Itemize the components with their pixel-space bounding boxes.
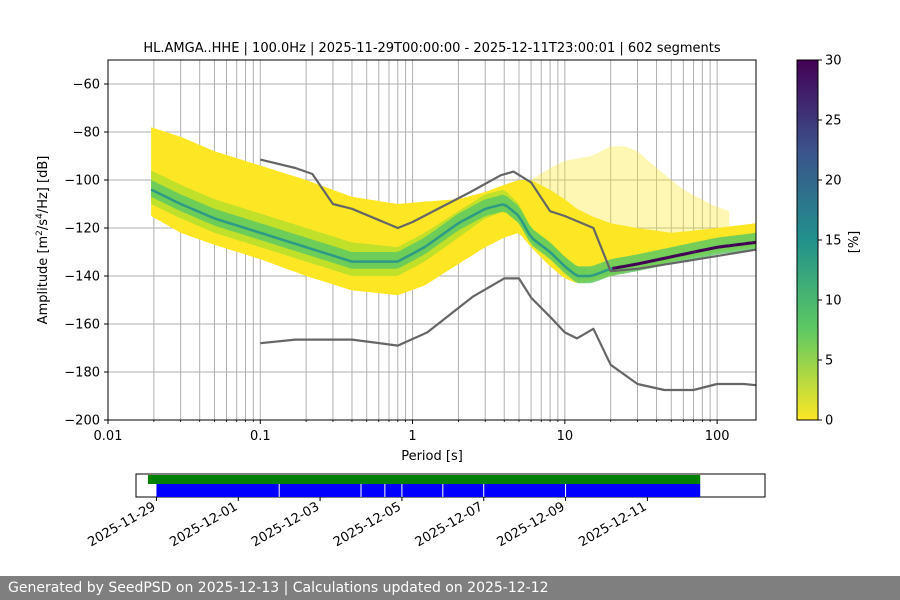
y-tick-label: −120	[64, 222, 100, 237]
availability-bars	[147, 475, 701, 497]
x-tick-label: 10	[557, 429, 574, 444]
x-tick-label: 0.1	[250, 429, 271, 444]
y-axis-ticks: −200 −180 −160 −140 −120 −100 −80 −60	[64, 78, 108, 429]
y-tick-label: −140	[64, 270, 100, 285]
date-tick-label: 2025-12-01	[167, 499, 240, 550]
date-tick-label: 2025-12-07	[413, 499, 486, 550]
colorbar-tick-label: 5	[825, 354, 833, 369]
date-tick-label: 2025-11-29	[86, 499, 159, 550]
timeline-date-ticks: 2025-11-29 2025-12-01 2025-12-03 2025-12-05…	[86, 497, 649, 550]
high-noise-model	[260, 158, 756, 273]
colorbar-tick-label: 0	[825, 414, 833, 429]
date-tick-label: 2025-12-03	[249, 499, 322, 550]
date-tick-label: 2025-12-09	[495, 499, 568, 550]
y-tick-label: −80	[73, 126, 100, 141]
y-tick-label: −60	[73, 78, 100, 93]
colorbar-tick-label: 10	[825, 294, 842, 309]
date-tick-label: 2025-12-05	[331, 499, 404, 550]
y-axis-label: Amplitude [m2/s4/Hz] [dB]	[35, 156, 51, 325]
plot-frame	[107, 59, 757, 421]
density-band	[150, 127, 756, 296]
y-tick-label: −200	[64, 414, 100, 429]
x-tick-label: 100	[705, 429, 730, 444]
y-tick-label: −180	[64, 366, 100, 381]
availability-bar-green	[147, 475, 701, 484]
colorbar-tick-label: 20	[825, 174, 842, 189]
chart-title: HL.AMGA..HHE | 100.0Hz | 2025-11-29T00:0…	[143, 41, 720, 56]
density-mode-line-long-period	[612, 240, 756, 270]
colorbar-gradient	[796, 59, 819, 421]
footer-status: Generated by SeedPSD on 2025-12-13 | Cal…	[0, 576, 900, 600]
y-tick-label: −100	[64, 174, 100, 189]
psd-figure: HL.AMGA..HHE | 100.0Hz | 2025-11-29T00:0…	[35, 41, 862, 550]
x-tick-label: 0.01	[94, 429, 123, 444]
colorbar-tick-label: 15	[825, 234, 842, 249]
colorbar: 0 5 10 15 20 25 30 [%]	[796, 54, 862, 429]
availability-bar-blue	[156, 484, 701, 497]
scatter-cloud	[531, 146, 730, 233]
colorbar-ticks: 0 5 10 15 20 25 30	[818, 54, 842, 429]
colorbar-tick-label: 30	[825, 54, 842, 69]
x-axis-label: Period [s]	[401, 449, 463, 464]
availability-timeline: 2025-11-29 2025-12-01 2025-12-03 2025-12-05…	[86, 473, 766, 550]
density-core	[151, 180, 756, 284]
low-noise-model	[260, 277, 756, 392]
date-tick-label: 2025-12-11	[576, 499, 649, 550]
noise-models	[260, 158, 756, 392]
x-tick-label: 1	[408, 429, 416, 444]
colorbar-label: [%]	[847, 231, 862, 254]
psd-plot-area: 0.01 0.1 1 10 100 −200 −180 −160 −140 −120 −100 −8…	[64, 59, 757, 444]
colorbar-tick-label: 25	[825, 114, 842, 129]
x-axis-ticks: 0.01 0.1 1 10 100	[94, 420, 730, 444]
y-tick-label: −160	[64, 318, 100, 333]
